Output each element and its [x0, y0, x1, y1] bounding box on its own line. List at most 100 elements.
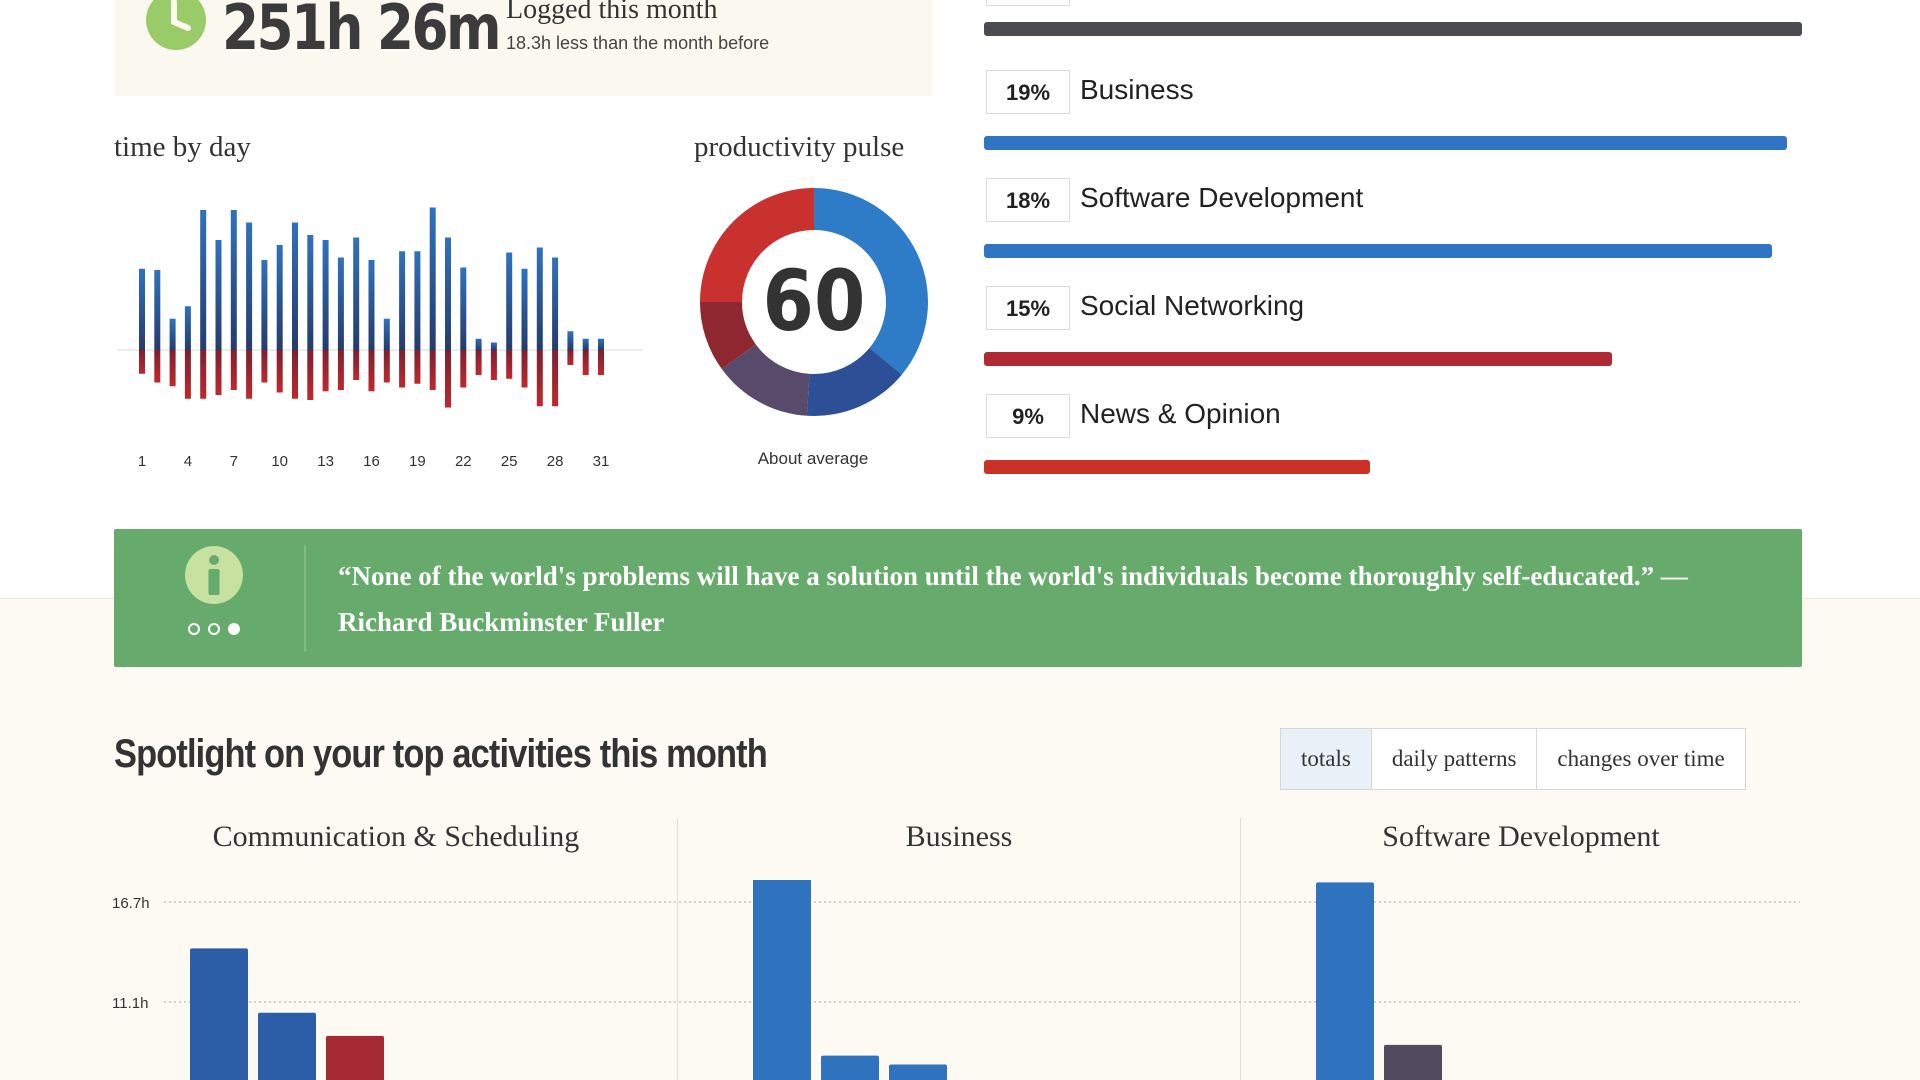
quote-text: “None of the world's problems will have … — [338, 561, 1688, 637]
day-bar-productive — [368, 260, 375, 350]
day-bar-productive — [506, 252, 513, 350]
quote-banner: “None of the world's problems will have … — [114, 529, 1802, 667]
spot-bar — [1316, 882, 1374, 1080]
day-bar-productive — [582, 338, 589, 350]
category-bar — [984, 22, 1802, 36]
day-tick-label: 7 — [230, 453, 238, 470]
day-bar-distracting — [383, 350, 390, 383]
day-bar-distracting — [598, 350, 604, 375]
day-bar-productive — [399, 251, 406, 350]
day-bar-distracting — [536, 350, 543, 407]
day-bar-distracting — [414, 350, 421, 384]
day-bar-distracting — [276, 350, 283, 393]
day-bar-productive — [307, 235, 314, 350]
day-bar-distracting — [307, 350, 314, 400]
day-bar-productive — [246, 222, 253, 350]
day-bar-distracting — [337, 350, 344, 390]
quote-divider — [304, 545, 306, 651]
day-bar-distracting — [353, 350, 360, 380]
time-by-day-title: time by day — [114, 131, 251, 163]
day-bar-productive — [475, 338, 482, 350]
day-bar-distracting — [230, 350, 237, 390]
day-bar-productive — [200, 210, 207, 350]
day-bar-distracting — [429, 350, 436, 390]
spotlight-background — [0, 598, 1920, 1080]
day-bar-productive — [169, 318, 176, 350]
day-bar-productive — [230, 210, 237, 350]
category-row[interactable]: 19% Business — [984, 70, 1804, 170]
day-bar-distracting — [261, 350, 268, 383]
spot-bar — [889, 1064, 947, 1080]
tab-daily-patterns[interactable]: daily patterns — [1372, 729, 1538, 789]
category-name: Software Development — [1080, 182, 1364, 213]
day-bar-distracting — [506, 350, 513, 379]
category-pct-badge — [986, 0, 1070, 6]
day-bar-distracting — [399, 350, 406, 388]
day-bar-distracting — [368, 350, 375, 392]
day-bar-productive — [552, 257, 559, 350]
summary-card — [114, 0, 932, 96]
day-bar-distracting — [521, 350, 528, 388]
day-bar-distracting — [582, 350, 589, 375]
spot-tick-label: 11.1h — [112, 995, 148, 1012]
day-bar-distracting — [322, 350, 329, 392]
day-bar-productive — [598, 338, 604, 350]
tab-changes-over-time[interactable]: changes over time — [1557, 746, 1725, 771]
day-bar-distracting — [169, 350, 176, 387]
spot-bar — [190, 948, 248, 1080]
pager-dot — [188, 623, 200, 635]
day-bar-distracting — [154, 350, 161, 383]
day-bar-distracting — [246, 350, 253, 399]
time-by-day-chart: 1 4 7 10 13 16 19 22 25 28 31 — [118, 207, 642, 470]
category-bar — [984, 244, 1772, 258]
day-bar-productive — [292, 222, 298, 350]
panel-divider — [1240, 818, 1241, 1080]
category-pct-badge: 15% — [986, 286, 1070, 330]
category-bar — [984, 352, 1613, 366]
tab-totals[interactable]: totals — [1281, 729, 1372, 789]
spot-bar — [1384, 1044, 1442, 1080]
day-bar-productive — [261, 260, 268, 350]
day-bar-productive — [154, 270, 161, 350]
day-bar-distracting — [292, 350, 298, 399]
panel-divider — [677, 818, 678, 1080]
day-bar-productive — [215, 240, 222, 350]
panel-title-communication: Communication & Scheduling — [212, 820, 580, 853]
day-bar-productive — [429, 207, 436, 350]
day-bar-productive — [383, 318, 390, 350]
spot-tick-label: 16.7h — [112, 895, 150, 912]
day-tick-label: 22 — [455, 453, 472, 470]
day-bar-productive — [445, 237, 451, 350]
day-bar-distracting — [460, 350, 467, 388]
day-bar-distracting — [552, 350, 559, 407]
day-tick-label: 31 — [593, 453, 610, 470]
day-bar-productive — [276, 245, 283, 350]
spot-bar — [753, 880, 811, 1080]
day-tick-label: 4 — [184, 453, 192, 470]
panel-title-software-development: Software Development — [1382, 820, 1660, 853]
clock-icon — [146, 0, 206, 50]
category-row[interactable]: 15% Social Networking — [984, 286, 1804, 386]
day-bar-distracting — [445, 350, 451, 408]
day-bar-distracting — [200, 350, 207, 399]
day-bar-productive — [567, 331, 574, 350]
pulse-slice — [700, 188, 814, 302]
day-bar-productive — [490, 342, 497, 350]
category-row[interactable]: 9% News & Opinion — [984, 394, 1804, 494]
day-bar-productive — [536, 247, 543, 350]
spotlight-tabs: totals daily patterns changes over time — [1280, 728, 1746, 790]
spot-bar — [821, 1055, 879, 1080]
logged-diff-text: 18.3h less than the month before — [506, 33, 770, 53]
pulse-slice — [721, 344, 810, 416]
day-bar-distracting — [215, 350, 222, 395]
category-pct-badge: 19% — [986, 70, 1070, 114]
pulse-slice — [814, 188, 928, 375]
productivity-pulse-title: productivity pulse — [694, 131, 905, 163]
quote-pager[interactable] — [186, 621, 246, 637]
category-row[interactable]: 18% Software Development — [984, 178, 1804, 278]
logged-label: Logged this month — [506, 0, 718, 25]
day-bar-distracting — [567, 350, 574, 365]
day-tick-label: 28 — [547, 453, 564, 470]
total-time-value: 251h 26m — [222, 0, 502, 64]
spot-bar — [258, 1012, 316, 1080]
